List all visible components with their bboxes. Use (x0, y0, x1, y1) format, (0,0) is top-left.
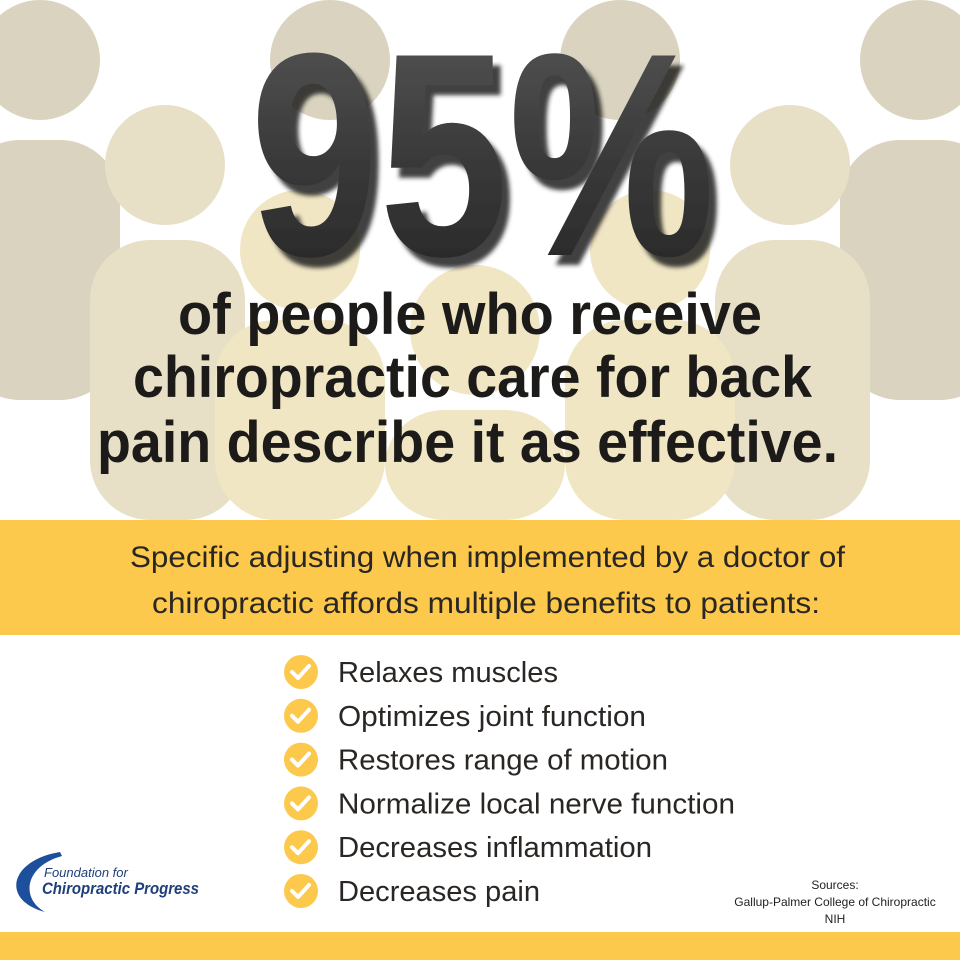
sources-title: Sources: (811, 878, 858, 892)
statement: of people who receive chiropractic care … (97, 282, 838, 475)
benefit-item: Optimizes joint function (338, 701, 646, 733)
benefit-item: Decreases inflammation (338, 832, 652, 864)
people-background (0, 0, 960, 520)
check-mark (290, 707, 311, 724)
benefit-item: Restores range of motion (338, 745, 668, 777)
check-mark (290, 751, 311, 768)
headline: 95% (250, 0, 715, 317)
banner-line: Specific adjusting when implemented by a… (130, 541, 846, 574)
sources: Sources: Gallup-Palmer College of Chirop… (734, 878, 935, 926)
logo-line: Chiropractic Progress (42, 879, 199, 898)
benefit-item: Decreases pain (338, 876, 540, 908)
banner-band (0, 520, 960, 635)
banner: Specific adjusting when implemented by a… (130, 541, 846, 620)
check-mark (290, 664, 311, 680)
statement-line: chiropractic care for back (133, 345, 813, 410)
check-mark (290, 839, 311, 856)
benefit-list: Relaxes muscles Optimizes joint function R… (284, 655, 735, 908)
statement-line: pain describe it as effective. (97, 410, 838, 475)
logo: Foundation for Chiropractic Progress (16, 852, 199, 912)
source-item: NIH (825, 912, 846, 926)
logo-line: Foundation for (44, 865, 129, 880)
benefit-item: Normalize local nerve function (338, 788, 735, 820)
check-mark (290, 883, 311, 899)
check-mark (290, 795, 311, 812)
banner-line: chiropractic affords multiple benefits t… (152, 587, 820, 620)
benefit-item: Relaxes muscles (338, 657, 558, 689)
statement-line: of people who receive (178, 282, 762, 347)
source-item: Gallup-Palmer College of Chiropractic (734, 895, 935, 909)
footer-band (0, 932, 960, 960)
